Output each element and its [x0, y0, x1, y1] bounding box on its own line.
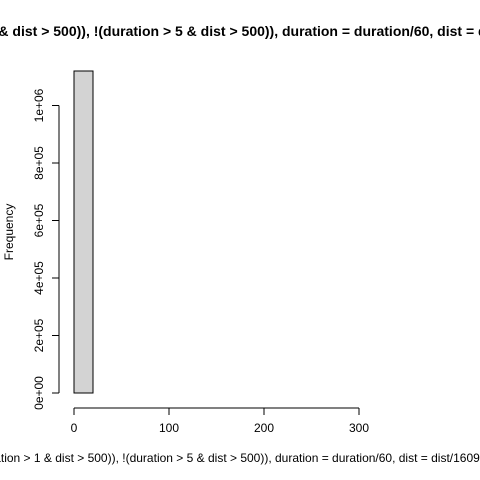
x-tick-label: 100	[159, 421, 179, 435]
y-tick-label: 6e+05	[32, 203, 46, 237]
y-axis-label: Frequency	[2, 204, 16, 261]
chart-title: (duration > 1 & dist > 500)), !(duration…	[0, 23, 480, 39]
y-tick-label: 2e+05	[32, 318, 46, 352]
x-axis-label: (duration > 1 & dist > 500)), !(duration…	[0, 451, 480, 465]
histogram-bar-0	[73, 70, 94, 394]
x-tick-label: 0	[71, 421, 78, 435]
x-tick-label: 300	[349, 421, 369, 435]
y-tick-label: 0e+00	[32, 376, 46, 410]
x-axis: 0 100 200 300	[71, 407, 369, 435]
y-axis: 0e+00 2e+05 4e+05 6e+05 8e+05 1e+06	[32, 88, 60, 410]
histogram-bars	[73, 70, 94, 394]
y-tick-label: 4e+05	[32, 261, 46, 295]
x-tick-label: 200	[254, 421, 274, 435]
y-tick-label: 8e+05	[32, 146, 46, 180]
y-tick-label: 1e+06	[32, 88, 46, 122]
